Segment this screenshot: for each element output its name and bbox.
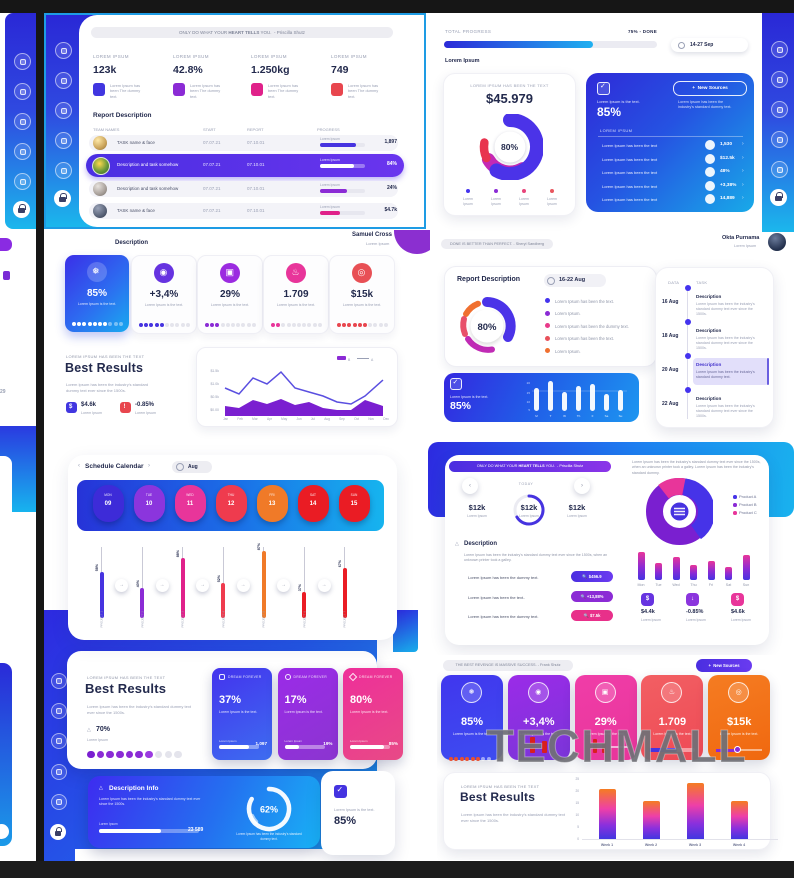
svg-text:80%: 80% [477,322,497,333]
svg-text:20: 20 [527,381,531,385]
svg-text:62%: 62% [260,805,278,815]
svg-text:W: W [563,414,566,418]
svg-text:F: F [592,414,594,418]
svg-text:10: 10 [527,400,531,404]
svg-text:Sa: Sa [605,414,609,418]
svg-text:Th: Th [577,414,581,418]
svg-text:15: 15 [527,391,531,395]
svg-text:T: T [550,414,552,418]
svg-text:M: M [535,414,538,418]
svg-text:Su: Su [619,414,623,418]
svg-text:5: 5 [528,408,530,412]
